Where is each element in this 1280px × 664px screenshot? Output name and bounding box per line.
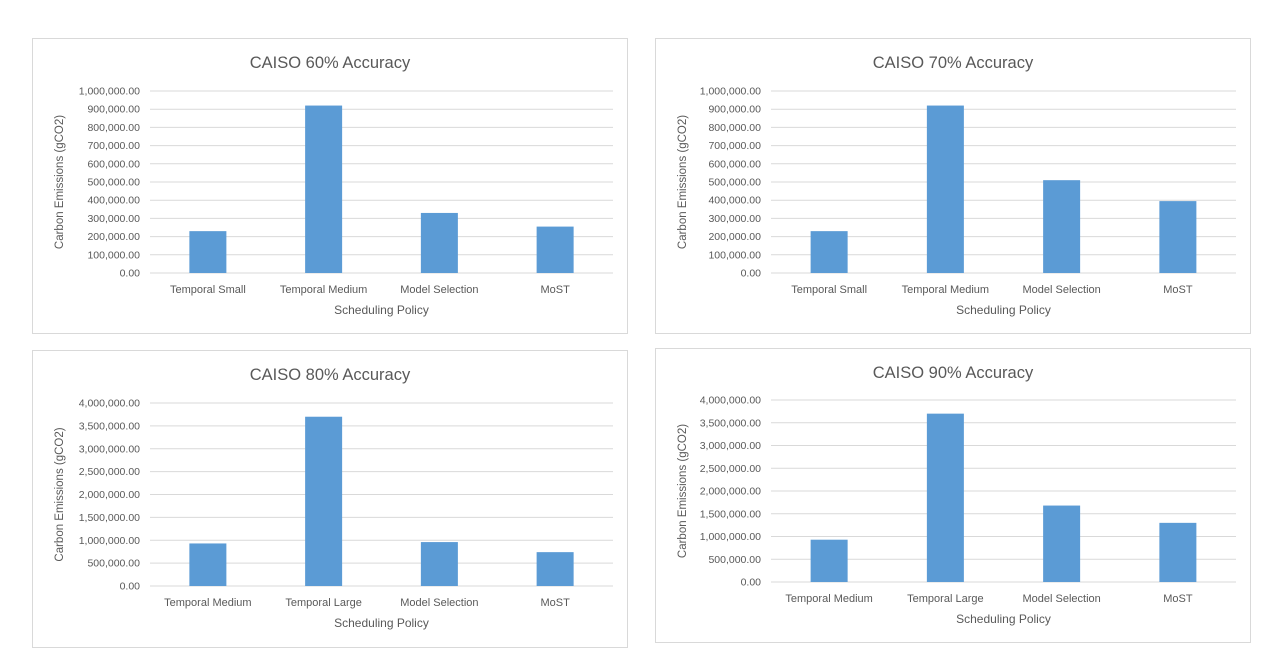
x-axis-label: Scheduling Policy [334, 303, 429, 317]
bar [1159, 201, 1197, 273]
y-tick-label: 3,000,000.00 [700, 440, 761, 452]
y-tick-label: 100,000.00 [87, 249, 140, 261]
y-tick-label: 300,000.00 [87, 213, 140, 225]
x-tick-label: MoST [540, 284, 570, 296]
chart-2: CAISO 70% Accuracy 0.00 100,000.00 200,000.… [677, 54, 1236, 317]
y-tick-label: 500,000.00 [708, 554, 761, 566]
x-tick-label: Temporal Medium [280, 284, 367, 296]
bar [189, 543, 227, 586]
y-tick-label: 100,000.00 [708, 249, 761, 261]
chart-1: CAISO 60% Accuracy 0.00 100,000.00 200,000.… [54, 54, 613, 317]
x-tick-label: Temporal Medium [164, 597, 251, 609]
y-tick-label: 600,000.00 [87, 158, 140, 170]
bar [926, 105, 964, 273]
bar [1159, 522, 1197, 582]
chart-title: CAISO 70% Accuracy [873, 54, 1034, 72]
x-tick-label: Temporal Large [285, 597, 361, 609]
bar [305, 416, 343, 586]
y-tick-label: 1,500,000.00 [79, 512, 140, 524]
y-tick-label: 1,000,000.00 [79, 86, 140, 98]
y-tick-label: 500,000.00 [708, 177, 761, 189]
y-tick-label: 3,500,000.00 [79, 420, 140, 432]
y-tick-label: 400,000.00 [708, 195, 761, 207]
chart-4: CAISO 90% Accuracy 0.00 500,000.00 1,000,00… [677, 364, 1236, 626]
y-tick-label: 500,000.00 [87, 558, 140, 570]
bar [305, 105, 343, 273]
bar [536, 552, 574, 586]
chart-panel-4: CAISO 90% Accuracy 0.00 500,000.00 1,000,00… [655, 348, 1251, 643]
y-tick-label: 0.00 [741, 577, 762, 589]
y-tick-label: 0.00 [120, 581, 141, 593]
x-axis-label: Scheduling Policy [334, 616, 429, 630]
chart-title: CAISO 90% Accuracy [873, 364, 1034, 382]
bar [536, 226, 574, 273]
bar [810, 231, 848, 273]
x-axis-label: Scheduling Policy [956, 303, 1051, 317]
y-tick-label: 900,000.00 [87, 104, 140, 116]
x-tick-label: Temporal Large [907, 593, 983, 605]
bar [189, 231, 227, 273]
y-tick-label: 900,000.00 [708, 104, 761, 116]
chart-panel-1: CAISO 60% Accuracy 0.00 100,000.00 200,000.… [32, 38, 628, 334]
y-tick-label: 3,500,000.00 [700, 417, 761, 429]
y-tick-label: 4,000,000.00 [79, 398, 140, 410]
bar [420, 212, 458, 273]
y-tick-label: 1,000,000.00 [700, 86, 761, 98]
y-tick-label: 2,500,000.00 [700, 463, 761, 475]
y-tick-label: 2,500,000.00 [79, 466, 140, 478]
chart-title: CAISO 60% Accuracy [250, 54, 411, 72]
x-tick-label: Model Selection [1022, 593, 1100, 605]
bar [420, 542, 458, 586]
y-axis-label: Carbon Emissions (gCO2) [54, 427, 66, 561]
y-tick-label: 700,000.00 [708, 140, 761, 152]
chart-title: CAISO 80% Accuracy [250, 366, 411, 384]
y-tick-label: 700,000.00 [87, 140, 140, 152]
x-tick-label: Temporal Medium [785, 593, 872, 605]
x-tick-label: MoST [1163, 284, 1193, 296]
y-tick-label: 1,000,000.00 [79, 535, 140, 547]
x-tick-label: Model Selection [400, 284, 478, 296]
x-tick-label: MoST [540, 597, 570, 609]
y-axis-label: Carbon Emissions (gCO2) [677, 115, 689, 249]
y-axis-label: Carbon Emissions (gCO2) [677, 424, 689, 558]
x-tick-label: Model Selection [400, 597, 478, 609]
y-tick-label: 3,000,000.00 [79, 443, 140, 455]
y-tick-label: 0.00 [120, 268, 141, 280]
y-tick-label: 200,000.00 [708, 231, 761, 243]
chart-3: CAISO 80% Accuracy 0.00 500,000.00 1,000,00… [54, 366, 613, 630]
bar [926, 413, 964, 582]
y-tick-label: 200,000.00 [87, 231, 140, 243]
bar [810, 539, 848, 582]
y-tick-label: 2,000,000.00 [700, 486, 761, 498]
x-axis-label: Scheduling Policy [956, 612, 1051, 626]
y-tick-label: 800,000.00 [87, 122, 140, 134]
x-tick-label: Temporal Small [791, 284, 867, 296]
y-tick-label: 600,000.00 [708, 158, 761, 170]
y-tick-label: 800,000.00 [708, 122, 761, 134]
bar [1043, 180, 1081, 273]
chart-panel-3: CAISO 80% Accuracy 0.00 500,000.00 1,000,00… [32, 350, 628, 648]
y-tick-label: 2,000,000.00 [79, 489, 140, 501]
x-tick-label: Temporal Small [170, 284, 246, 296]
x-tick-label: MoST [1163, 593, 1193, 605]
y-tick-label: 400,000.00 [87, 195, 140, 207]
y-tick-label: 500,000.00 [87, 177, 140, 189]
y-tick-label: 0.00 [741, 268, 762, 280]
y-axis-label: Carbon Emissions (gCO2) [54, 115, 66, 249]
x-tick-label: Model Selection [1022, 284, 1100, 296]
y-tick-label: 4,000,000.00 [700, 395, 761, 407]
chart-panel-2: CAISO 70% Accuracy 0.00 100,000.00 200,000.… [655, 38, 1251, 334]
y-tick-label: 300,000.00 [708, 213, 761, 225]
y-tick-label: 1,500,000.00 [700, 508, 761, 520]
y-tick-label: 1,000,000.00 [700, 531, 761, 543]
x-tick-label: Temporal Medium [902, 284, 989, 296]
bar [1043, 505, 1081, 582]
